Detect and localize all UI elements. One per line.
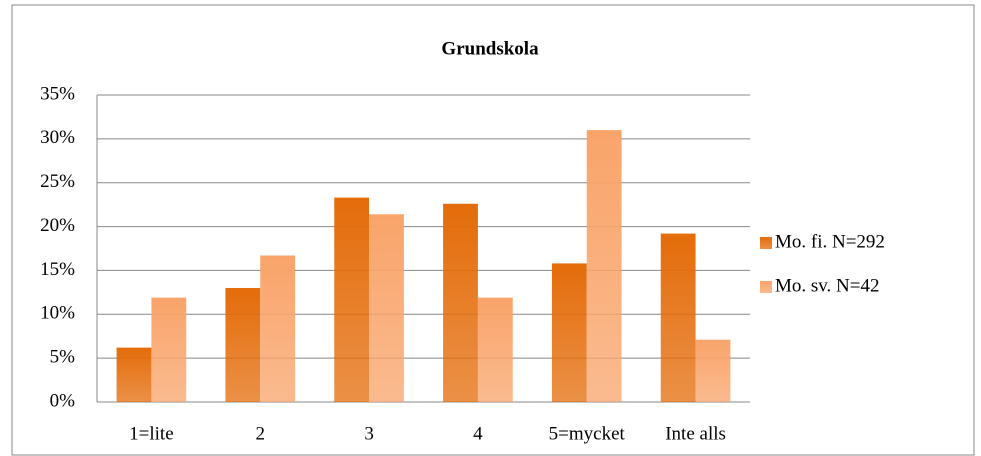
bar [695,339,731,402]
y-tick-label: 0% [50,390,76,411]
legend-swatch [760,281,772,293]
bar [151,297,187,402]
y-tick-label: 15% [40,259,75,280]
bar [369,214,404,402]
legend-label: Mo. fi. N=292 [775,231,885,252]
x-tick-label: Inte alls [665,423,726,444]
y-tick-label: 30% [40,127,75,148]
bar [225,287,261,402]
y-tick-label: 5% [50,347,76,368]
x-tick-label: 1=lite [129,423,174,444]
bar [586,130,622,403]
chart-title: Grundskola [441,38,539,59]
x-tick-label: 4 [473,423,483,444]
bar [443,203,478,402]
y-tick-label: 20% [40,215,75,236]
bar [551,263,587,402]
x-tick-label: 2 [256,423,266,444]
y-tick-label: 25% [40,171,75,192]
bar [334,197,370,402]
bar [660,233,696,402]
legend-label: Mo. sv. N=42 [775,275,880,296]
x-tick-label: 3 [364,423,374,444]
legend-swatch [760,237,772,249]
x-tick-label: 5=mycket [549,423,626,444]
y-tick-label: 10% [40,303,75,324]
y-tick-label: 35% [40,83,75,104]
bar [260,255,296,402]
bar [477,297,513,402]
bar [116,347,152,402]
